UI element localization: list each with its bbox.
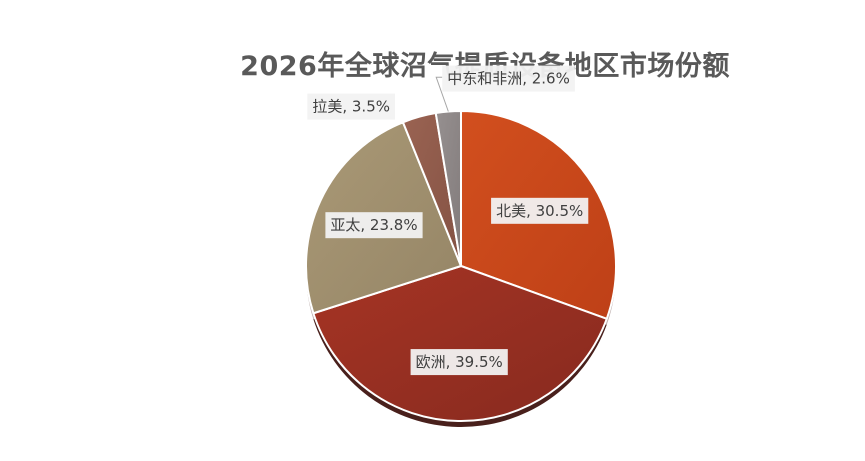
data-label-text: 中东和非洲, 2.6% bbox=[447, 70, 570, 88]
data-label-text: 北美, 30.5% bbox=[496, 202, 583, 220]
data-label-text: 欧洲, 39.5% bbox=[416, 353, 503, 371]
data-label-text: 拉美, 3.5% bbox=[312, 98, 390, 116]
data-label-background bbox=[410, 349, 508, 376]
data-label-latin-america: 拉美, 3.5% bbox=[307, 93, 396, 120]
pie-slice-middle-east-africa bbox=[434, 110, 462, 267]
data-label-north-america: 北美, 30.5% bbox=[491, 197, 589, 224]
data-label-background bbox=[307, 93, 396, 120]
data-label-background bbox=[442, 65, 575, 92]
data-label-background bbox=[491, 197, 589, 224]
data-label-text: 亚太, 23.8% bbox=[330, 216, 417, 234]
data-label-asia-pacific: 亚太, 23.8% bbox=[325, 212, 423, 239]
data-label-europe: 欧洲, 39.5% bbox=[410, 349, 508, 376]
data-label-background bbox=[325, 212, 423, 239]
pie-slice-europe bbox=[312, 265, 608, 422]
data-label-middle-east-africa: 中东和非洲, 2.6% bbox=[442, 65, 575, 92]
leader-line bbox=[435, 76, 449, 112]
